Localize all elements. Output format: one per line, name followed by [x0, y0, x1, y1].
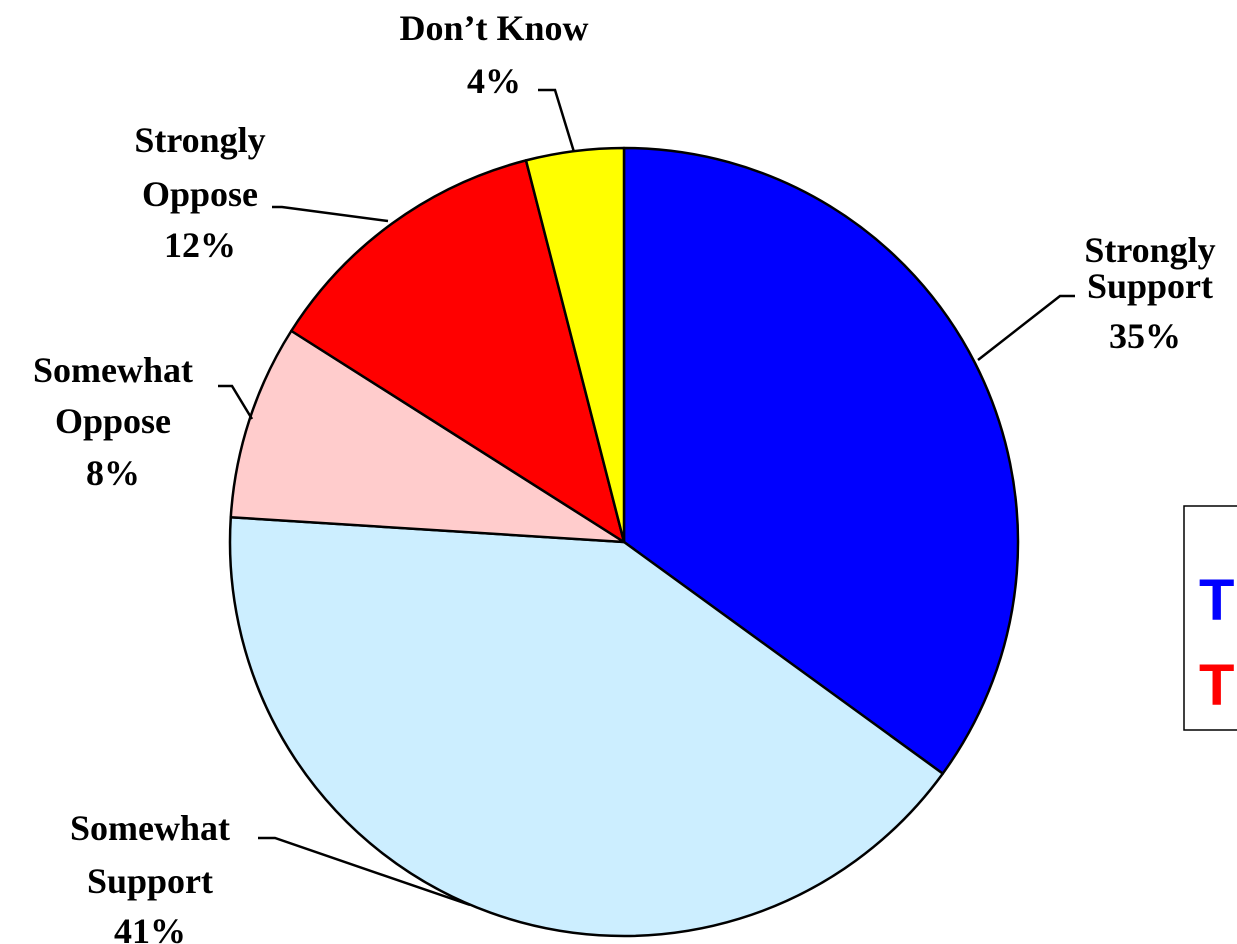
leader-lines	[218, 88, 1075, 907]
label-line-somewhat-oppose-0: Somewhat	[33, 350, 193, 390]
label-line-strongly-support-1: Support	[1087, 266, 1213, 306]
pie-slices	[228, 146, 1020, 938]
label-strongly-oppose: Strongly Oppose 12%	[134, 120, 265, 265]
label-line-strongly-support-0: Strongly	[1084, 230, 1215, 270]
label-line-strongly-oppose-1: Oppose	[142, 174, 258, 214]
leader-line-somewhat-oppose	[218, 384, 254, 420]
legend: TT	[1183, 505, 1237, 731]
label-strongly-support: Strongly Support 35%	[1084, 230, 1215, 356]
leader-line-strongly-oppose	[272, 205, 389, 223]
leader-line-strongly-support	[977, 294, 1075, 361]
legend-entry-1: T	[1199, 568, 1234, 633]
label-line-strongly-oppose-2: 12%	[164, 225, 236, 265]
slice-strongly-oppose	[290, 159, 626, 544]
label-line-strongly-oppose-0: Strongly	[134, 120, 265, 160]
slice-labels: Strongly Support 35%Somewhat Support 41%Some…	[33, 8, 1216, 944]
slice-somewhat-support	[228, 516, 944, 938]
label-dont-know: Don’t Know 4%	[399, 8, 588, 101]
label-line-strongly-support-2: 35%	[1109, 316, 1181, 356]
label-line-somewhat-support-1: Support	[87, 861, 213, 901]
legend-entry-2: T	[1199, 653, 1234, 718]
label-line-somewhat-support-2: 41%	[114, 911, 186, 944]
label-line-somewhat-oppose-2: 8%	[86, 453, 140, 493]
legend-box	[1183, 505, 1237, 731]
label-line-dont-know-1: 4%	[467, 61, 521, 101]
leader-line-somewhat-support	[258, 836, 471, 907]
slice-somewhat-oppose	[229, 329, 626, 544]
slice-strongly-support	[622, 146, 1020, 775]
leader-line-dont-know	[538, 88, 576, 153]
label-somewhat-oppose: Somewhat Oppose 8%	[33, 350, 193, 493]
label-line-somewhat-support-0: Somewhat	[70, 808, 230, 848]
label-line-dont-know-0: Don’t Know	[399, 8, 588, 48]
label-somewhat-support: Somewhat Support 41%	[70, 808, 230, 944]
label-line-somewhat-oppose-1: Oppose	[55, 401, 171, 441]
